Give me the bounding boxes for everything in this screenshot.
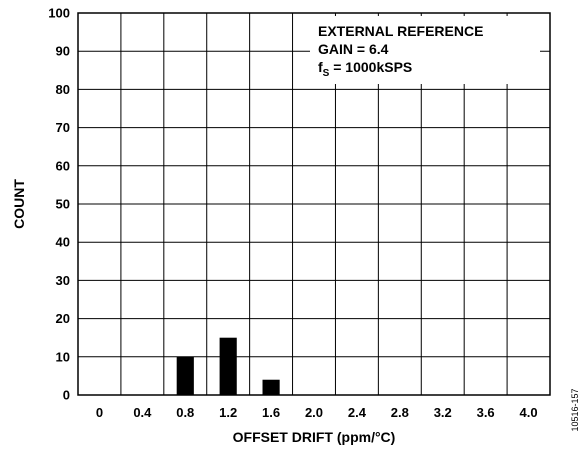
- x-tick-label: 3.2: [434, 405, 452, 420]
- x-tick-label: 0.8: [176, 405, 194, 420]
- y-tick-label: 0: [63, 388, 70, 403]
- y-axis-label: COUNT: [11, 179, 27, 229]
- y-tick-label: 40: [56, 235, 70, 250]
- y-tick-label: 30: [56, 273, 70, 288]
- y-tick-label: 70: [56, 120, 70, 135]
- annotation-line-1: EXTERNAL REFERENCE: [318, 23, 483, 39]
- x-tick-label: 1.6: [262, 405, 280, 420]
- histogram-bar: [176, 356, 194, 395]
- x-tick-label: 4.0: [520, 405, 538, 420]
- y-tick-labels: 0 10 20 30 40 50 60 70 80 90 100: [48, 6, 70, 403]
- x-tick-label: 3.6: [477, 405, 495, 420]
- y-tick-label: 20: [56, 311, 70, 326]
- annotation-line-3-sub: S: [323, 68, 330, 79]
- histogram-bar: [262, 379, 280, 395]
- y-tick-label: 10: [56, 349, 70, 364]
- x-tick-label: 0: [96, 405, 103, 420]
- x-tick-label: 2.0: [305, 405, 323, 420]
- x-tick-label: 0.4: [133, 405, 152, 420]
- y-tick-label: 90: [56, 44, 70, 59]
- annotation-line-2: GAIN = 6.4: [318, 41, 389, 57]
- y-tick-label: 60: [56, 158, 70, 173]
- x-tick-label: 2.8: [391, 405, 409, 420]
- histogram-bar: [219, 337, 237, 395]
- annotation-line-3-main: f: [318, 59, 323, 75]
- x-tick-labels: 0 0.4 0.8 1.2 1.6 2.0 2.4 2.8 3.2 3.6 4.0: [96, 405, 538, 420]
- annotation-background: [310, 16, 540, 84]
- figure-id: 10516-157: [570, 388, 580, 431]
- x-tick-label: 1.2: [219, 405, 237, 420]
- annotation-line-3: fS = 1000kSPS: [318, 59, 412, 79]
- y-tick-label: 80: [56, 82, 70, 97]
- plot-border: [77, 12, 551, 396]
- y-tick-label: 100: [48, 6, 70, 21]
- chart-bars: [176, 337, 280, 395]
- annotation-line-3-rest: = 1000kSPS: [329, 59, 412, 75]
- y-tick-label: 50: [56, 197, 70, 212]
- x-axis-label: OFFSET DRIFT (ppm/°C): [233, 429, 396, 445]
- x-tick-label: 2.4: [348, 405, 367, 420]
